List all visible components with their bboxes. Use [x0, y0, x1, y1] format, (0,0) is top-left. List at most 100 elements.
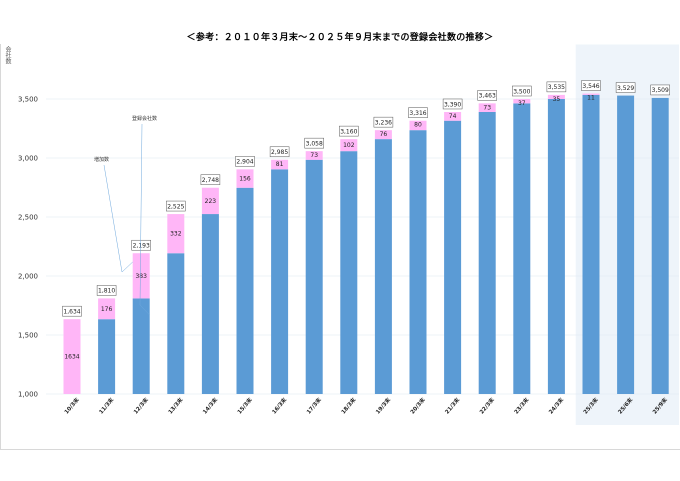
total-data-label: 3,058: [306, 140, 323, 147]
bar-base-segment: [651, 97, 669, 395]
bar-increase-segment: [478, 103, 496, 112]
bar-base-segment: [374, 139, 392, 394]
total-data-label: 3,529: [617, 85, 634, 92]
bar-increase-segment: [98, 298, 116, 320]
increase-data-label: 176: [101, 306, 113, 313]
bar-increase-segment: [374, 130, 392, 140]
x-category-label: 18/3末: [339, 395, 358, 415]
y-tick-label: 2,500: [18, 214, 38, 222]
total-data-label: 3,236: [375, 119, 392, 126]
increase-data-label: 383: [135, 273, 147, 280]
total-label-box: [304, 137, 324, 149]
x-category-label: 16/3末: [270, 395, 289, 415]
total-data-label: 2,748: [202, 177, 219, 184]
x-category-label: 10/3末: [62, 395, 81, 415]
x-category-label: 22/3末: [477, 395, 496, 415]
x-category-label: 20/3末: [408, 395, 427, 415]
increase-data-label: 76: [380, 131, 388, 138]
annotation-registered-label: 登録会社数: [132, 115, 157, 122]
total-data-label: 1,634: [63, 308, 80, 315]
total-data-label: 3,160: [340, 128, 357, 135]
bar-increase-segment: [513, 99, 531, 104]
total-label-box: [339, 125, 359, 137]
total-data-label: 1,810: [98, 288, 115, 295]
increase-data-label: 332: [170, 231, 182, 238]
bar-increase-segment: [167, 214, 185, 254]
total-data-label: 2,525: [167, 203, 184, 210]
y-tick-label: 1,500: [18, 332, 38, 340]
annotation-registered-leader: [139, 123, 143, 306]
total-label-box: [408, 107, 428, 118]
total-label-box: [373, 116, 394, 128]
bar-increase-segment: [340, 139, 358, 152]
increase-data-label: 156: [239, 176, 251, 183]
x-category-label: 15/3末: [235, 395, 254, 415]
total-label-box: [442, 98, 463, 110]
x-category-label: 23/3末: [512, 395, 531, 415]
y-tick-label: 1,000: [18, 391, 38, 399]
total-label-box: [200, 174, 221, 185]
total-data-label: 3,500: [513, 88, 530, 95]
total-label-box: [131, 239, 151, 251]
bar-base-segment: [582, 94, 600, 395]
bar-base-segment: [305, 159, 323, 394]
total-label-box: [62, 305, 82, 317]
bar-base-segment: [167, 253, 185, 394]
increase-data-label: 74: [449, 113, 457, 120]
total-label-box: [477, 90, 497, 101]
total-label-box: [235, 156, 255, 167]
bar-base-segment: [201, 214, 219, 394]
increase-data-label: 223: [205, 198, 217, 205]
increase-data-label: 73: [483, 104, 491, 111]
x-category-label: 19/3末: [374, 395, 393, 415]
bar-base-segment: [98, 319, 116, 394]
total-data-label: 2,985: [271, 149, 288, 156]
bar-base-segment: [513, 103, 531, 394]
y-axis-label: 会社数: [4, 46, 11, 64]
bar-base-segment: [444, 120, 462, 394]
bar-base-segment: [236, 187, 254, 394]
x-category-label: 17/3末: [304, 395, 323, 415]
bar-base-segment: [617, 95, 635, 394]
bar-increase-segment: [305, 151, 323, 160]
total-label-box: [615, 82, 636, 93]
total-data-label: 3,546: [582, 83, 599, 90]
bar-base-segment: [132, 298, 150, 394]
total-data-label: 2,193: [133, 243, 150, 250]
bar-increase-segment: [409, 120, 427, 131]
annotation-increase-leader: [121, 261, 133, 273]
total-label-box: [269, 146, 290, 158]
bar-increase-segment: [271, 159, 289, 170]
x-category-label: 11/3末: [97, 395, 116, 415]
bar-increase-segment: [547, 94, 565, 99]
bar-increase-segment: [444, 111, 462, 121]
total-label-box: [581, 80, 601, 91]
y-tick-label: 3,000: [18, 155, 38, 163]
x-category-label: 13/3末: [166, 395, 185, 415]
bar-increase-segment: [63, 319, 81, 394]
total-data-label: 3,316: [409, 110, 426, 117]
x-category-label: 14/3末: [201, 395, 220, 415]
bar-base-segment: [547, 99, 565, 394]
bar-base-segment: [271, 169, 289, 394]
bar-increase-segment: [582, 93, 600, 95]
annotation-registered-leader: [139, 304, 150, 316]
increase-data-label: 1634: [64, 354, 79, 361]
increase-data-label: 73: [310, 152, 318, 159]
increase-data-label: 81: [276, 161, 284, 168]
x-category-label: 21/3末: [443, 395, 462, 415]
bar-increase-segment: [201, 187, 219, 215]
annotation-increase-leader: [103, 164, 123, 273]
total-data-label: 3,390: [444, 101, 461, 108]
total-label-box: [96, 285, 117, 296]
increase-data-label: 80: [414, 122, 422, 129]
y-tick-label: 3,500: [18, 96, 38, 104]
total-label-box: [546, 81, 567, 93]
increase-data-label: 35: [553, 96, 561, 103]
total-label-box: [650, 84, 670, 96]
total-data-label: 2,904: [236, 159, 253, 166]
bar-increase-segment: [236, 169, 254, 188]
x-category-label: 12/3末: [131, 395, 150, 415]
total-data-label: 3,535: [548, 84, 565, 91]
chart-title: ＜参考：２０１０年３月末～２０２５年９月末までの登録会社数の推移＞: [186, 33, 494, 43]
